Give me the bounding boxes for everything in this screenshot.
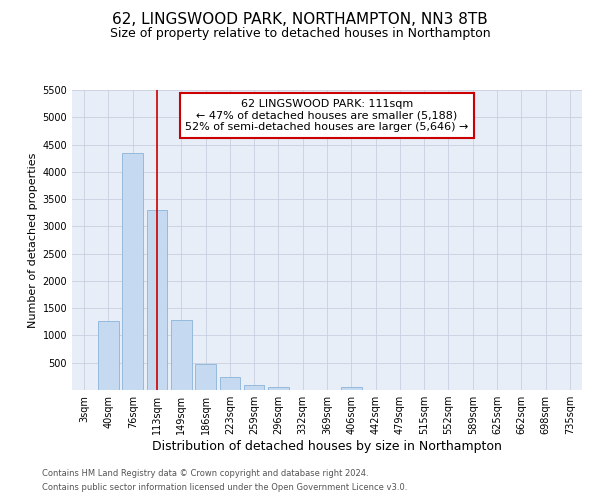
Bar (220, 377, 240, 390)
Text: Contains HM Land Registry data © Crown copyright and database right 2024.: Contains HM Land Registry data © Crown c… (42, 468, 368, 477)
Bar (171, 320, 191, 390)
Text: Size of property relative to detached houses in Northampton: Size of property relative to detached ho… (110, 28, 490, 40)
Bar (122, 152, 143, 390)
Text: Contains public sector information licensed under the Open Government Licence v3: Contains public sector information licen… (42, 484, 407, 492)
Bar (341, 387, 362, 390)
Bar (146, 210, 167, 390)
Bar (268, 386, 289, 390)
X-axis label: Distribution of detached houses by size in Northampton: Distribution of detached houses by size … (152, 440, 502, 453)
Y-axis label: Number of detached properties: Number of detached properties (28, 152, 38, 328)
Text: 62, LINGSWOOD PARK, NORTHAMPTON, NN3 8TB: 62, LINGSWOOD PARK, NORTHAMPTON, NN3 8TB (112, 12, 488, 28)
Text: 62 LINGSWOOD PARK: 111sqm
← 47% of detached houses are smaller (5,188)
52% of se: 62 LINGSWOOD PARK: 111sqm ← 47% of detac… (185, 99, 469, 132)
Bar (98, 320, 119, 390)
Bar (244, 385, 265, 390)
Bar (195, 364, 216, 390)
